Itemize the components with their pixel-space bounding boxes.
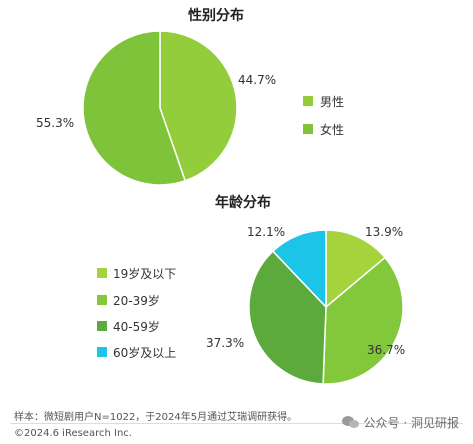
age-legend-swatch-19-below	[97, 268, 107, 278]
age-pie-slice-3	[271, 229, 327, 309]
gender-pie-chart: 性别分布 44.7% 55.3% 男性 女性	[36, 7, 344, 186]
gender-legend-label-male: 男性	[320, 95, 344, 109]
gender-legend-swatch-female	[303, 124, 313, 134]
age-legend-label-20-39: 20-39岁	[113, 293, 160, 308]
gender-pie-slice-0	[159, 30, 238, 182]
age-60-above-percent-label: 12.1%	[247, 225, 285, 239]
footer-divider	[10, 423, 463, 424]
age-19-below-percent-label: 13.9%	[365, 225, 403, 239]
age-chart-title: 年龄分布	[215, 194, 271, 211]
age-legend-swatch-60-above	[97, 347, 107, 357]
copyright-text: ©2024.6 iResearch Inc.	[14, 428, 132, 439]
gender-female-percent-label: 55.3%	[36, 116, 74, 130]
age-legend-swatch-40-59	[97, 321, 107, 331]
age-20-39-percent-label: 36.7%	[367, 343, 405, 357]
age-40-59-percent-label: 37.3%	[206, 336, 244, 350]
age-pie-chart: 年龄分布 13.9% 36.7% 37.3% 12.1% 19岁及以下 20-3…	[97, 194, 405, 385]
age-legend-label-40-59: 40-59岁	[113, 319, 160, 334]
age-legend-label-19-below: 19岁及以下	[113, 266, 176, 281]
source-note: 样本：微短剧用户N=1022，于2024年5月通过艾瑞调研获得。	[14, 412, 298, 423]
age-legend-swatch-20-39	[97, 295, 107, 305]
watermark-text: 公众号 · 洞见研报	[363, 416, 459, 430]
watermark: 公众号 · 洞见研报	[341, 414, 459, 431]
age-pie-slice-1	[322, 256, 404, 385]
wechat-icon	[341, 416, 360, 429]
age-pie-slice-0	[325, 229, 387, 309]
gender-chart-title: 性别分布	[188, 7, 244, 24]
age-pie-slice-2	[248, 250, 327, 385]
gender-pie-slice-1	[82, 30, 187, 186]
age-legend-label-60-above: 60岁及以上	[113, 345, 176, 360]
gender-legend-label-female: 女性	[320, 122, 344, 137]
gender-male-percent-label: 44.7%	[238, 73, 276, 87]
gender-legend-swatch-male	[303, 96, 313, 106]
